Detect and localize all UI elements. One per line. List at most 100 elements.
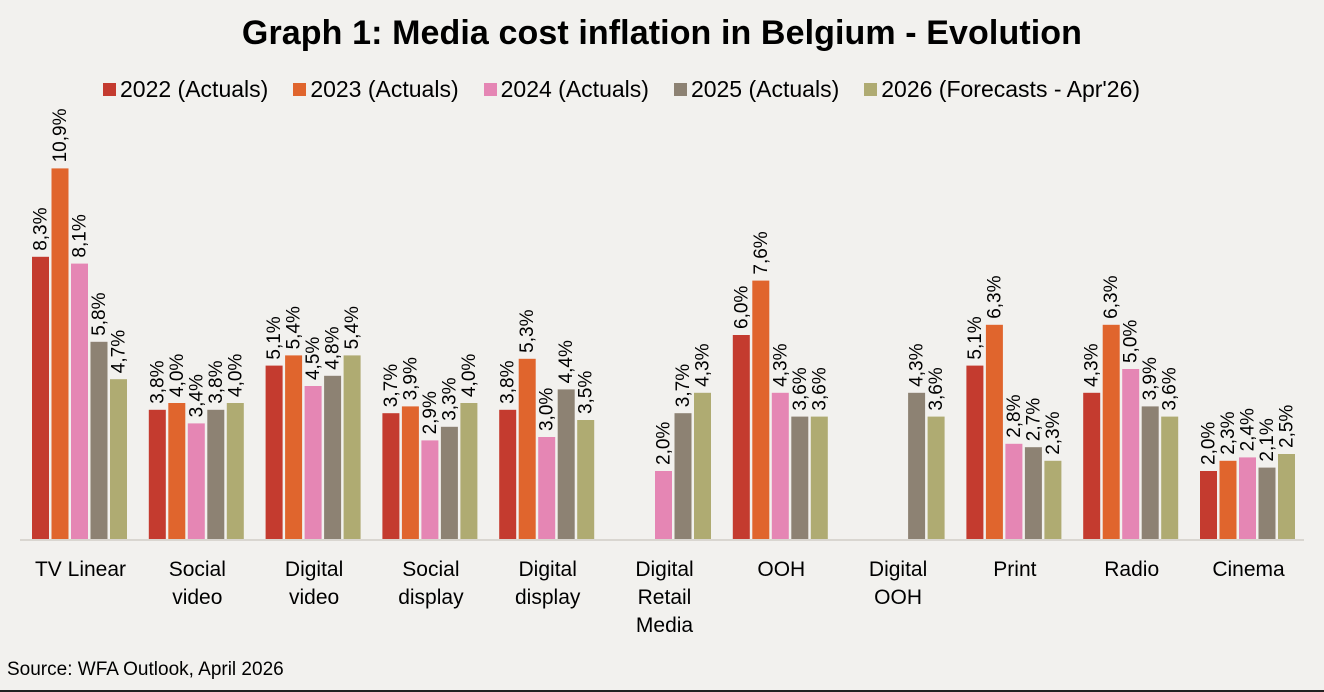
category-label-line: OOH (874, 586, 922, 609)
chart-title: Graph 1: Media cost inflation in Belgium… (241, 14, 1083, 52)
bar (1161, 416, 1179, 539)
bar (421, 440, 439, 539)
bar (538, 437, 556, 539)
bar-value-label: 5,4% (284, 306, 305, 349)
bar-value-label: 2,4% (1238, 408, 1259, 451)
category-label-line: Radio (1104, 558, 1159, 581)
category-label: Digital Retail Media (635, 558, 693, 637)
category-label-line: Social (169, 558, 226, 581)
legend-label: 2024 (Actuals) (500, 76, 649, 102)
bar-value-label: 4,3% (1082, 343, 1103, 386)
bar-value-label: 4,4% (556, 340, 577, 383)
bar-value-label: 3,6% (926, 367, 947, 410)
bar (1102, 324, 1120, 539)
bar (32, 256, 49, 539)
legend-label: 2023 (Actuals) (310, 76, 459, 102)
legend-swatch (483, 83, 497, 96)
bar (440, 426, 458, 539)
bar-value-label: 2,3% (1218, 411, 1239, 454)
bar (1122, 369, 1140, 539)
bar (752, 280, 770, 539)
bar-value-label: 8,3% (31, 207, 52, 250)
bar (694, 392, 711, 539)
bar (927, 416, 945, 539)
bar-value-label: 2,3% (1043, 411, 1064, 454)
legend-item: 2022 (Actuals) (103, 76, 268, 103)
bar-value-label: 2,8% (1004, 394, 1025, 437)
bar-value-label: 4,8% (323, 326, 344, 369)
bar (1219, 460, 1237, 539)
bar-value-label: 4,0% (167, 354, 188, 397)
bar (908, 392, 926, 539)
bar (732, 335, 750, 539)
bar (557, 389, 575, 539)
category-label-line: display (398, 586, 464, 609)
bar-value-label: 3,7% (673, 364, 694, 407)
bar-value-label: 3,9% (400, 357, 421, 400)
bar (674, 413, 692, 539)
bar-value-label: 5,8% (89, 292, 110, 335)
bar (148, 409, 166, 539)
bar (168, 403, 186, 539)
bar (382, 413, 400, 539)
bar-value-label: 3,9% (1140, 357, 1161, 400)
bar (304, 386, 322, 539)
bar (499, 409, 517, 539)
bar (265, 365, 283, 539)
bar-value-label: 3,6% (790, 367, 811, 410)
bar-value-label: 5,1% (965, 316, 986, 359)
bar (1258, 467, 1276, 539)
category-label-line: Social (402, 558, 459, 581)
category-label-line: display (515, 586, 581, 609)
category-label: Print (993, 558, 1036, 581)
bar-value-label: 2,0% (654, 422, 675, 465)
bar (51, 168, 69, 539)
legend-item: 2025 (Actuals) (673, 76, 840, 103)
category-label-line: Print (993, 558, 1036, 581)
bar (226, 403, 244, 539)
legend-label: 2025 (Actuals) (690, 76, 840, 102)
bar-value-label: 4,3% (770, 343, 791, 386)
bar-value-label: 3,6% (1160, 367, 1181, 410)
category-label: Radio (1104, 558, 1159, 581)
category-label: Digital video (285, 558, 343, 609)
bar (966, 365, 984, 539)
bar-value-label: 5,4% (342, 306, 363, 349)
bar-value-label: 4,0% (459, 354, 480, 397)
bar (1044, 460, 1062, 539)
bar-value-label: 2,5% (1277, 405, 1298, 448)
bar (791, 416, 809, 539)
bar (90, 341, 108, 539)
legend-item: 2024 (Actuals) (483, 76, 649, 103)
bar (655, 471, 672, 539)
bar-value-label: 5,1% (264, 316, 285, 359)
bar (460, 403, 478, 539)
value-labels-layer: 8,3%10,9%8,1%5,8%4,7%3,8%4,0%3,4%3,8%4,0… (31, 108, 1298, 465)
category-label: Digital OOH (869, 558, 927, 609)
bar (1024, 447, 1042, 539)
category-label: TV Linear (35, 558, 126, 581)
bar (207, 409, 225, 539)
bar-value-label: 3,0% (537, 388, 558, 431)
bar (1239, 457, 1256, 539)
category-label: Digital display (515, 558, 581, 609)
bar (343, 355, 361, 539)
bar-value-label: 5,0% (1121, 320, 1142, 363)
bar-value-label: 3,6% (809, 367, 830, 410)
category-label-line: Retail (638, 586, 692, 609)
category-label-line: Digital (519, 558, 577, 581)
bar-value-label: 4,3% (693, 343, 714, 386)
category-label-line: Media (636, 614, 694, 637)
bar (1141, 406, 1159, 539)
bar-value-label: 2,7% (1023, 398, 1044, 441)
bar (1200, 471, 1217, 539)
bar-value-label: 8,1% (70, 214, 91, 257)
bar (401, 406, 419, 539)
bar-value-label: 5,3% (517, 309, 538, 352)
bar-value-label: 3,8% (206, 360, 227, 403)
bar-value-label: 4,3% (907, 343, 928, 386)
bar-value-label: 2,9% (420, 391, 441, 434)
source-note: Source: WFA Outlook, April 2026 (7, 659, 284, 680)
bar-value-label: 3,3% (439, 377, 460, 420)
